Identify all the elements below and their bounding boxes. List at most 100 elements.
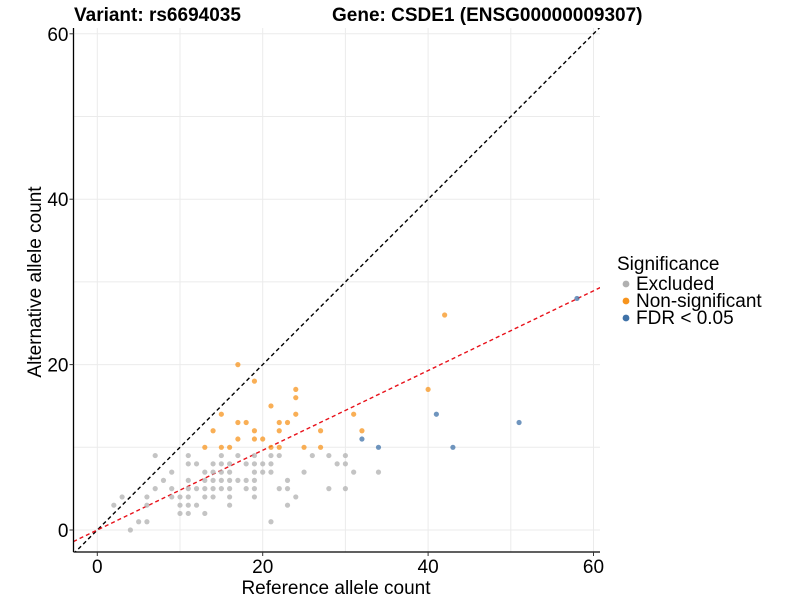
data-point (268, 452, 274, 459)
data-point (202, 494, 208, 500)
data-point (284, 419, 291, 426)
data-point (235, 436, 241, 442)
x-axis-title: Reference allele count (241, 578, 431, 599)
data-point (309, 452, 315, 459)
data-point (202, 477, 208, 483)
data-point (235, 477, 241, 483)
data-point (284, 477, 291, 483)
data-point (251, 428, 258, 434)
data-point (227, 486, 233, 492)
data-point (218, 411, 224, 417)
data-point (342, 461, 348, 467)
data-point (144, 494, 150, 500)
data-point (185, 452, 191, 459)
data-point (193, 486, 200, 492)
data-point (227, 469, 233, 475)
legend-label: Excluded (636, 274, 714, 295)
data-point (260, 469, 266, 475)
data-point (351, 411, 357, 417)
data-point (251, 469, 258, 475)
data-point (276, 452, 282, 459)
data-point (574, 295, 580, 302)
data-point (276, 486, 282, 492)
data-point (177, 510, 183, 517)
data-point (293, 494, 299, 500)
data-point (442, 312, 448, 318)
data-point (235, 452, 241, 459)
data-point (177, 502, 183, 508)
fit-reference-line (73, 286, 600, 543)
data-point (243, 461, 249, 467)
data-point (326, 486, 332, 492)
data-point (227, 494, 233, 500)
data-point (301, 469, 307, 475)
chart-title-variant: Variant: rs6694035 (74, 5, 241, 26)
legend-entry: Excluded (622, 274, 714, 295)
legend-entry: Non-significant (622, 291, 762, 312)
data-point (193, 502, 200, 508)
data-point (342, 486, 348, 492)
data-point (251, 461, 258, 467)
data-point (169, 494, 175, 500)
data-point (351, 469, 357, 475)
x-tick-label: 40 (418, 557, 439, 578)
data-point (251, 494, 258, 500)
data-point (144, 502, 150, 508)
data-point (251, 477, 258, 483)
data-point (276, 444, 282, 450)
data-point (293, 411, 299, 417)
data-point (284, 502, 291, 508)
data-point (276, 419, 282, 426)
data-point (185, 502, 191, 508)
data-point (268, 519, 274, 525)
data-point (260, 436, 266, 442)
y-axis-title: Alternative allele count (25, 186, 46, 378)
data-point (317, 444, 324, 450)
data-point (169, 486, 175, 492)
x-tick-label: 20 (252, 557, 273, 578)
legend-marker-icon (622, 280, 630, 288)
data-point (284, 486, 291, 492)
data-point (342, 452, 348, 459)
x-tick-label: 0 (92, 557, 103, 578)
data-point (127, 527, 133, 533)
data-point (251, 378, 258, 384)
data-point (375, 444, 382, 450)
axes: 0 20 40 60 0 20 40 60 (47, 25, 604, 578)
data-point (218, 477, 224, 483)
data-point (218, 469, 224, 475)
data-point (251, 436, 258, 442)
data-point (210, 469, 216, 475)
reference-lines (73, 28, 600, 552)
data-point (185, 477, 191, 483)
gridlines (73, 28, 600, 552)
data-point (433, 411, 439, 417)
data-point (260, 461, 266, 467)
data-point (152, 486, 158, 492)
identity-reference-line (74, 28, 600, 552)
data-point (359, 428, 365, 434)
data-point (317, 428, 324, 434)
data-point (111, 502, 117, 508)
data-point (185, 510, 191, 517)
legend-label: FDR < 0.05 (636, 308, 734, 329)
data-point (185, 461, 191, 467)
data-point (243, 419, 249, 426)
data-point (218, 444, 224, 450)
data-point (243, 477, 249, 483)
data-point (251, 486, 258, 492)
data-point (169, 469, 175, 475)
data-point (210, 477, 216, 483)
data-point (293, 395, 299, 401)
legend-marker-icon (622, 314, 630, 322)
data-point (293, 386, 299, 393)
legend-title: Significance (617, 254, 719, 275)
legend-label: Non-significant (636, 291, 762, 312)
y-tick-label: 60 (47, 25, 68, 46)
data-point (210, 461, 216, 467)
series-non-significant (202, 312, 448, 450)
data-point (227, 461, 233, 467)
data-point (136, 519, 142, 525)
data-point (185, 486, 191, 492)
